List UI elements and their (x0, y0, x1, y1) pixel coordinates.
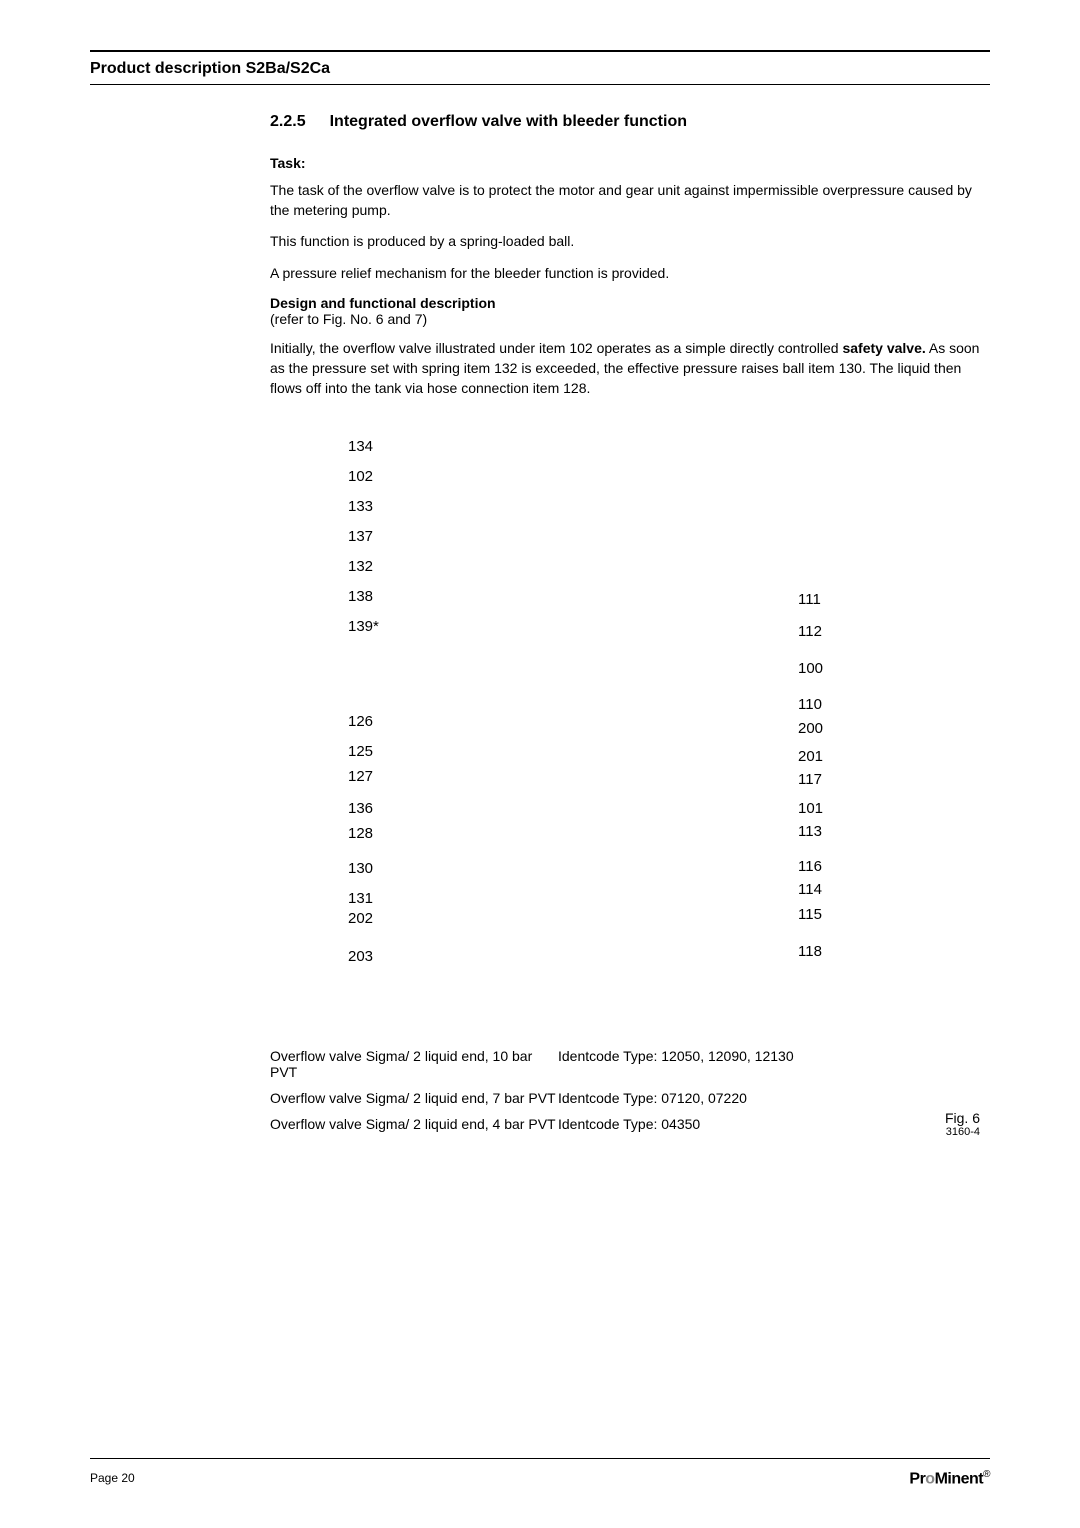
content-area: 2.2.5 Integrated overflow valve with blee… (270, 113, 980, 1132)
footer: Page 20 ProMinent® (90, 1458, 990, 1488)
callout-right: 116 (798, 858, 822, 875)
callout-right: 111 (798, 591, 821, 608)
callout-left: 131 (348, 890, 373, 907)
top-rule (90, 50, 990, 52)
ident-table: Overflow valve Sigma/ 2 liquid end, 10 b… (270, 1048, 980, 1132)
fig-sub: 3160-4 (945, 1126, 980, 1138)
section-number: 2.2.5 (270, 113, 306, 131)
callout-right: 201 (798, 748, 823, 765)
header-rule (90, 84, 990, 85)
callout-right: 118 (798, 943, 822, 960)
brand-r: ® (983, 1469, 990, 1480)
brand-o: o (925, 1470, 934, 1487)
ident-left: Overflow valve Sigma/ 2 liquid end, 7 ba… (270, 1090, 558, 1106)
callout-left: 127 (348, 768, 373, 785)
callout-left: 126 (348, 713, 373, 730)
task-para-3: A pressure relief mechanism for the blee… (270, 264, 980, 284)
ident-right: Identcode Type: 07120, 07220 (558, 1090, 980, 1106)
fig-label-block: Fig. 6 3160-4 (945, 1110, 980, 1138)
task-para-2: This function is produced by a spring-lo… (270, 232, 980, 252)
header-title: Product description S2Ba/S2Ca (90, 60, 990, 84)
ident-right: Identcode Type: 04350 (558, 1116, 980, 1132)
ident-row: Overflow valve Sigma/ 2 liquid end, 4 ba… (270, 1116, 980, 1132)
design-para-bold: safety valve. (842, 340, 925, 356)
task-para-1: The task of the overflow valve is to pro… (270, 181, 980, 220)
brand-minent: Minent (935, 1470, 984, 1487)
callout-left: 102 (348, 468, 373, 485)
section-heading: 2.2.5 Integrated overflow valve with blee… (270, 113, 980, 131)
footer-row: Page 20 ProMinent® (90, 1469, 990, 1488)
callout-left: 132 (348, 558, 373, 575)
design-refer: (refer to Fig. No. 6 and 7) (270, 311, 980, 327)
ident-left: Overflow valve Sigma/ 2 liquid end, 10 b… (270, 1048, 558, 1080)
ident-row: Overflow valve Sigma/ 2 liquid end, 7 ba… (270, 1090, 980, 1106)
brand-logo: ProMinent® (909, 1469, 990, 1488)
callout-right: 115 (798, 906, 822, 923)
ident-right: Identcode Type: 12050, 12090, 12130 (558, 1048, 980, 1080)
footer-rule (90, 1458, 990, 1459)
callout-left: 133 (348, 498, 373, 515)
callout-left: 139* (348, 618, 379, 635)
callout-left: 136 (348, 800, 373, 817)
ident-wrap: Overflow valve Sigma/ 2 liquid end, 10 b… (270, 1048, 980, 1132)
callout-left: 125 (348, 743, 373, 760)
callout-left: 203 (348, 948, 373, 965)
ident-row: Overflow valve Sigma/ 2 liquid end, 10 b… (270, 1048, 980, 1080)
design-label: Design and functional description (270, 295, 980, 311)
ident-left: Overflow valve Sigma/ 2 liquid end, 4 ba… (270, 1116, 558, 1132)
callout-right: 110 (798, 696, 822, 713)
callout-right: 117 (798, 771, 822, 788)
callout-right: 101 (798, 800, 823, 817)
callout-left: 130 (348, 860, 373, 877)
design-para: Initially, the overflow valve illustrate… (270, 339, 980, 398)
section-title: Integrated overflow valve with bleeder f… (330, 113, 687, 130)
callout-right: 100 (798, 660, 823, 677)
callout-left: 202 (348, 910, 373, 927)
callout-left: 138 (348, 588, 373, 605)
brand-pr: Pr (909, 1470, 925, 1487)
callout-left: 137 (348, 528, 373, 545)
callout-left: 134 (348, 438, 373, 455)
callout-left: 128 (348, 825, 373, 842)
diagram-area: 134 102 133 137 132 138 139* 126 125 127 136 128 130… (270, 438, 980, 1018)
fig-label: Fig. 6 (945, 1110, 980, 1126)
callout-right: 113 (798, 823, 822, 840)
callout-right: 200 (798, 720, 823, 737)
callout-right: 114 (798, 881, 822, 898)
task-label: Task: (270, 155, 980, 171)
callout-right: 112 (798, 623, 822, 640)
design-para-prefix: Initially, the overflow valve illustrate… (270, 340, 842, 356)
page-number: Page 20 (90, 1471, 135, 1485)
